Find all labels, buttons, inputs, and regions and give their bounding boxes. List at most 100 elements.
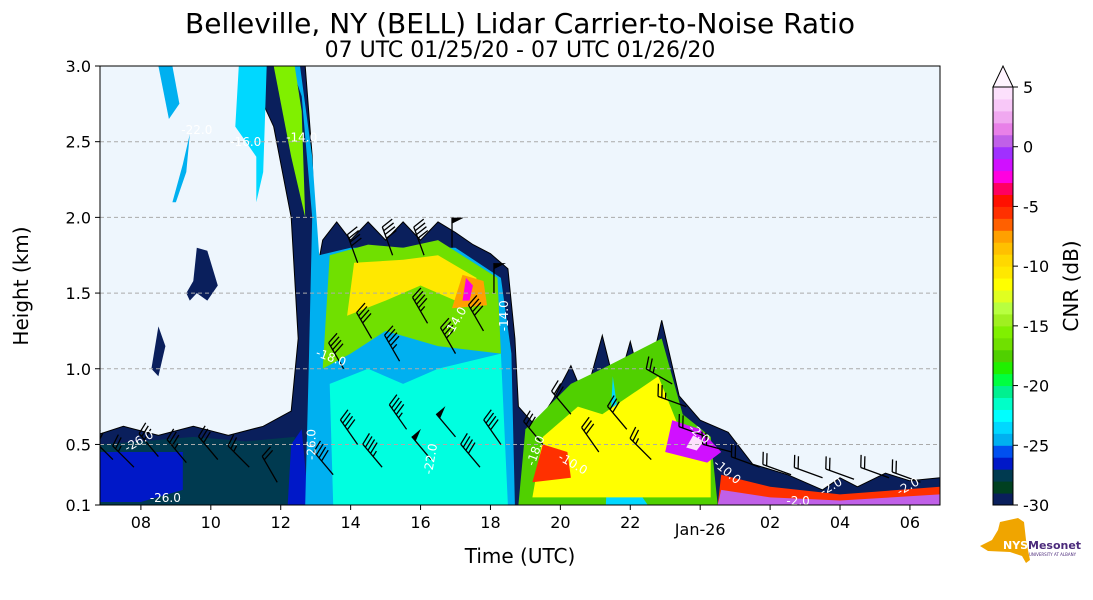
barb-half-feather: [117, 445, 122, 452]
barb-feather: [383, 222, 395, 232]
barb-feather: [346, 419, 356, 431]
nys-mesonet-logo: NYS Mesonet UNIVERSITY AT ALBANY: [980, 518, 1081, 563]
barb-feather: [169, 431, 177, 444]
y-axis-label: Height (km): [9, 226, 33, 345]
x-tick-label: 02: [760, 513, 780, 532]
colorbar-segment: [993, 230, 1013, 243]
barb-staff: [439, 327, 457, 354]
cnr-region: [158, 66, 180, 119]
cnr-region: [717, 489, 940, 505]
cnr-region: [462, 277, 473, 301]
wind-barbs: [92, 217, 921, 483]
colorbar-segment: [993, 313, 1013, 327]
barb-feather: [92, 427, 98, 438]
cnr-region: [235, 66, 267, 203]
barb-staff: [892, 471, 921, 483]
x-tick-label: 22: [620, 513, 640, 532]
colorbar-segment: [993, 290, 1013, 303]
barb-staff: [762, 463, 792, 476]
barb-staff: [413, 226, 425, 256]
barb-staff: [261, 455, 278, 483]
barb-feather: [342, 412, 351, 424]
barb-half-feather: [372, 450, 377, 457]
barb-feather: [381, 218, 393, 228]
cnr-region: [347, 255, 477, 316]
barb-feather: [612, 401, 620, 413]
barb-feather: [632, 429, 640, 442]
barb-staff: [356, 312, 373, 339]
barb-flag: [493, 263, 506, 270]
barb-feather: [203, 431, 211, 444]
colorbar-tick-label: -15: [1023, 317, 1049, 336]
barb-staff: [138, 433, 159, 457]
wind-barb: [411, 287, 429, 324]
gridlines: [100, 141, 940, 445]
wind-barb: [645, 356, 673, 385]
barb-feather: [583, 420, 592, 432]
colorbar-segment: [993, 242, 1013, 255]
colorbar-segment: [993, 337, 1013, 351]
colorbar-extend-arrow: [992, 64, 1014, 88]
barb-feather: [112, 434, 119, 447]
contour-fills: [100, 66, 940, 505]
colorbar-segment: [993, 194, 1013, 207]
barb-feather: [100, 429, 101, 432]
wind-barb: [762, 451, 792, 476]
wind-barb: [460, 433, 481, 468]
barb-flag: [452, 217, 465, 224]
barb-feather: [351, 237, 362, 247]
barb-feather: [609, 398, 618, 410]
barb-feather: [412, 287, 422, 298]
colorbar-segment: [993, 170, 1013, 184]
colorbar-segment: [993, 110, 1013, 124]
barb-staff: [607, 405, 628, 430]
barb-feather: [556, 386, 564, 398]
barb-feather: [141, 425, 149, 437]
barb-staff: [328, 342, 345, 370]
barb-flag: [436, 406, 446, 419]
colorbar-segment: [993, 301, 1013, 315]
colorbar-segment: [993, 481, 1013, 494]
wind-barb: [701, 431, 732, 453]
colorbar-tick-label: -10: [1023, 257, 1049, 276]
barb-staff: [198, 436, 219, 461]
barb-feather: [417, 229, 429, 239]
barb-staff: [702, 443, 732, 453]
barb-feather: [318, 446, 327, 459]
barb-feather: [330, 336, 340, 347]
barb-staff: [346, 234, 359, 264]
colorbar-tick-label: 5: [1023, 78, 1033, 97]
x-tick-label: 20: [550, 513, 570, 532]
colorbar-segment: [993, 122, 1013, 136]
barb-staff: [411, 297, 429, 324]
y-tick-label: 3.0: [66, 57, 91, 76]
barb-feather: [551, 380, 559, 392]
barb-feather: [487, 415, 497, 427]
logo-nys: NYS: [1003, 539, 1028, 552]
barb-feather: [332, 339, 342, 351]
contour-label: -16.0: [230, 135, 261, 149]
barb-feather: [483, 409, 492, 421]
barb-feather: [321, 449, 329, 462]
wind-barb: [825, 456, 855, 480]
barb-staff: [460, 443, 481, 468]
barb-staff: [825, 468, 855, 480]
wind-barb: [551, 380, 572, 415]
wind-barb: [493, 263, 506, 294]
barb-feather: [388, 394, 398, 406]
barb-staff: [645, 368, 673, 385]
barb-feather: [197, 425, 206, 437]
barb-feather: [261, 446, 272, 457]
barb-feather: [528, 416, 536, 428]
wind-barb: [606, 395, 628, 430]
wind-barb: [261, 446, 278, 483]
barb-staff: [384, 334, 401, 362]
barb-feather: [348, 229, 360, 239]
barb-feather: [525, 413, 534, 425]
contour-label: -14.0: [286, 131, 317, 145]
wind-barb: [467, 295, 485, 332]
colorbar-segment: [993, 385, 1013, 399]
wind-barb: [313, 440, 334, 476]
x-axis-label: Time (UTC): [464, 544, 576, 568]
chart-subtitle: 07 UTC 01/25/20 - 07 UTC 01/26/20: [325, 38, 716, 63]
